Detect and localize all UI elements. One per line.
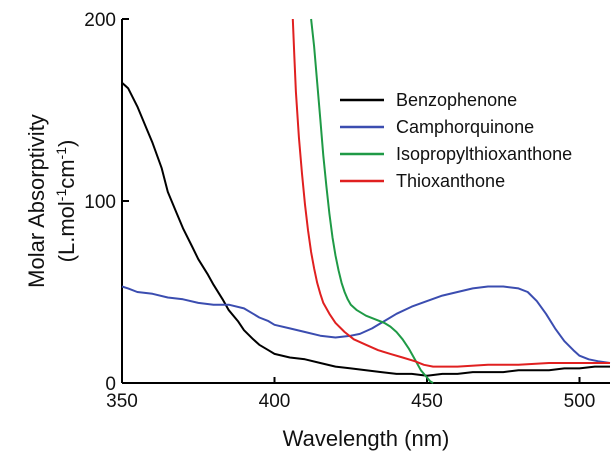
y-axis-label-part-2: cm bbox=[54, 159, 79, 188]
series-lines bbox=[121, 18, 611, 384]
series-line-thioxanthone bbox=[291, 18, 610, 368]
legend-label-camphorquinone: Camphorquinone bbox=[396, 117, 534, 137]
legend-label-benzophenone: Benzophenone bbox=[396, 90, 517, 110]
legend-label-thioxanthone: Thioxanthone bbox=[396, 171, 505, 191]
y-axis-label-part-1: (L.mol bbox=[54, 201, 79, 262]
x-tick-label: 350 bbox=[106, 391, 138, 412]
x-axis-label: Wavelength (nm) bbox=[283, 426, 450, 451]
y-axis-label-line2: (L.mol-1cm-1) bbox=[53, 140, 79, 263]
y-tick-label: 0 bbox=[105, 374, 116, 395]
legend-label-isopropylthioxanthone: Isopropylthioxanthone bbox=[396, 144, 572, 164]
series-line-camphorquinone bbox=[121, 285, 611, 364]
y-axis-label: Molar Absorptivity (L.mol-1cm-1) bbox=[24, 114, 79, 288]
y-axis-label-sup-2: -1 bbox=[53, 147, 69, 160]
series-line-isopropylthioxanthone bbox=[310, 18, 434, 384]
y-tick-label: 200 bbox=[84, 10, 116, 31]
y-tick-label: 100 bbox=[84, 192, 116, 213]
series-line-benzophenone bbox=[121, 81, 610, 377]
y-axis-label-sup-1: -1 bbox=[53, 189, 69, 202]
x-tick-label: 450 bbox=[411, 391, 443, 412]
plot-area: 350 400 450 500 0 100 200 bbox=[84, 10, 611, 412]
y-axis-label-part-3: ) bbox=[54, 140, 79, 147]
x-tick-label: 400 bbox=[259, 391, 291, 412]
y-axis-label-line1: Molar Absorptivity bbox=[24, 114, 49, 288]
x-ticks: 350 400 450 500 bbox=[106, 377, 595, 412]
legend: Benzophenone Camphorquinone Isopropylthiox… bbox=[340, 90, 572, 191]
x-tick-label: 500 bbox=[564, 391, 596, 412]
y-ticks: 0 100 200 bbox=[84, 10, 129, 395]
